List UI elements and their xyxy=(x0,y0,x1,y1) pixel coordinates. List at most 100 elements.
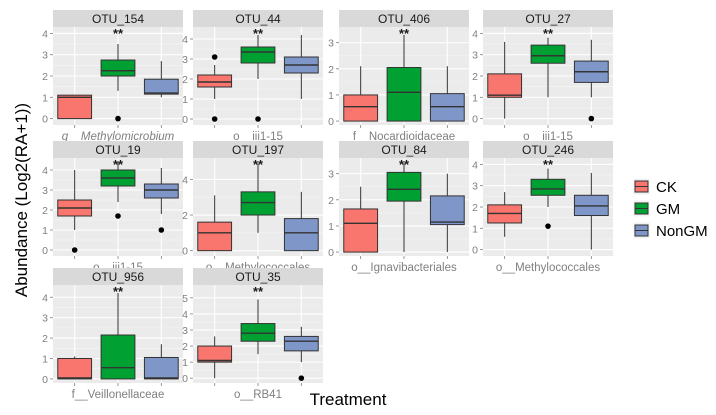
box-body xyxy=(240,191,276,216)
y-tick-label: 3 xyxy=(42,313,48,325)
significance-marker: ** xyxy=(399,157,410,172)
panel-taxon-label: o__Methylococcales xyxy=(496,262,600,274)
y-tick-label: 0 xyxy=(182,114,188,126)
y-tick-label: 1 xyxy=(328,90,334,102)
significance-marker: ** xyxy=(113,26,124,41)
box-nongm xyxy=(429,173,465,253)
panel-taxon-label: o__Ignavibacteriales xyxy=(351,262,457,274)
y-tick-label: 2 xyxy=(328,64,334,76)
box-nongm xyxy=(143,344,179,380)
significance-marker: ** xyxy=(543,157,554,172)
y-tick-label: 2 xyxy=(182,74,188,86)
box-body xyxy=(143,183,179,199)
box-nongm xyxy=(143,61,179,98)
panel-strip xyxy=(53,268,183,285)
legend-label: GM xyxy=(656,201,680,218)
panel-title: OTU_19 xyxy=(95,143,141,157)
significance-marker: ** xyxy=(113,284,124,299)
y-tick-label: 2 xyxy=(42,333,48,345)
y-tick-label: 3 xyxy=(328,38,334,50)
y-tick-label: 0 xyxy=(328,247,334,259)
y-tick-label: 5 xyxy=(182,293,188,305)
y-tick-label: 1 xyxy=(328,221,334,233)
y-tick-label: 4 xyxy=(182,309,188,321)
outlier-point xyxy=(158,227,165,233)
panel-title: OTU_44 xyxy=(235,12,281,26)
y-tick-label: 0 xyxy=(42,114,48,126)
y-tick-label: 1 xyxy=(472,92,478,104)
legend-item-gm: GM xyxy=(632,199,680,218)
panel-title: OTU_197 xyxy=(232,143,284,157)
y-tick-label: 4 xyxy=(182,174,188,186)
box-ck xyxy=(197,54,233,122)
panel-taxon-label: f__Veillonellaceae xyxy=(72,389,165,401)
outlier-point xyxy=(115,213,121,219)
box-body xyxy=(386,171,422,202)
y-tick-label: 1 xyxy=(42,225,48,237)
box-body xyxy=(429,195,465,226)
box-nongm xyxy=(283,326,319,381)
box-gm xyxy=(100,44,136,122)
y-tick-label: 0 xyxy=(182,246,188,258)
y-tick-label: 2 xyxy=(472,202,478,214)
box-nongm xyxy=(143,168,179,233)
significance-marker: ** xyxy=(113,157,124,172)
panel-taxon-label: g__Methylomicrobium xyxy=(62,131,175,143)
box-body xyxy=(343,208,379,253)
box-body xyxy=(530,178,566,196)
panel-title: OTU_84 xyxy=(381,143,427,157)
panel-title: OTU_406 xyxy=(378,12,430,26)
facet-panel-otu_27: OTU_27 0 1 2 3 4 ** o__iii1-15 xyxy=(472,10,613,143)
box-body xyxy=(57,94,93,120)
panel-strip xyxy=(193,10,323,27)
y-tick-label: 2 xyxy=(182,341,188,353)
panel-taxon-label: o__iii1-15 xyxy=(523,131,573,143)
outlier-point xyxy=(255,116,261,122)
y-tick-label: 1 xyxy=(42,92,48,104)
facet-panel-otu_84: OTU_84 0 1 2 3 ** o__Ignavibacteriales xyxy=(328,141,469,274)
y-tick-label: 1 xyxy=(182,94,188,106)
box-body xyxy=(197,74,233,88)
y-tick-label: 2 xyxy=(472,71,478,83)
panel-taxon-label: o__RB41 xyxy=(234,389,282,401)
panel-strip xyxy=(339,141,469,158)
y-tick-label: 2 xyxy=(182,210,188,222)
box-body xyxy=(283,335,319,352)
box-gm xyxy=(386,163,422,253)
panel-title: OTU_27 xyxy=(525,12,571,26)
y-tick-label: 3 xyxy=(472,181,478,193)
significance-marker: ** xyxy=(253,284,264,299)
box-ck xyxy=(57,356,93,380)
facet-panel-otu_246: OTU_246 0 1 2 3 4 ** o__Methylococcales xyxy=(472,141,613,274)
y-tick-label: 0 xyxy=(42,245,48,257)
y-tick-label: 3 xyxy=(472,50,478,62)
panel-taxon-label: f__Nocardioidaceae xyxy=(353,131,455,143)
box-body xyxy=(57,358,93,380)
legend-label: NonGM xyxy=(656,223,708,240)
outlier-point xyxy=(211,54,218,60)
y-tick-label: 3 xyxy=(42,185,48,197)
facet-panel-otu_44: OTU_44 0 1 2 3 4 ** o__iii1-15 xyxy=(182,10,323,143)
box-body xyxy=(100,334,136,380)
y-tick-label: 4 xyxy=(472,28,478,40)
box-nongm xyxy=(573,172,609,250)
box-gm xyxy=(100,293,136,380)
box-gm xyxy=(100,162,136,219)
legend-label: CK xyxy=(656,179,677,196)
box-ck xyxy=(57,94,93,120)
facet-panel-otu_35: OTU_35 0 1 2 3 4 5 ** o__RB41 xyxy=(182,268,323,401)
y-tick-label: 1 xyxy=(472,223,478,235)
y-tick-label: 3 xyxy=(182,54,188,66)
y-tick-label: 2 xyxy=(42,71,48,83)
panel-strip xyxy=(193,268,323,285)
box-body xyxy=(487,73,523,98)
box-ck xyxy=(343,66,379,122)
y-tick-label: 4 xyxy=(42,292,48,304)
outlier-point xyxy=(115,115,121,122)
legend-item-nongm: NonGM xyxy=(632,221,708,240)
significance-marker: ** xyxy=(253,26,264,41)
y-tick-label: 0 xyxy=(472,114,478,126)
box-nongm xyxy=(283,191,319,252)
y-axis-label: Abundance (Log2(RA+1)) xyxy=(12,102,31,298)
